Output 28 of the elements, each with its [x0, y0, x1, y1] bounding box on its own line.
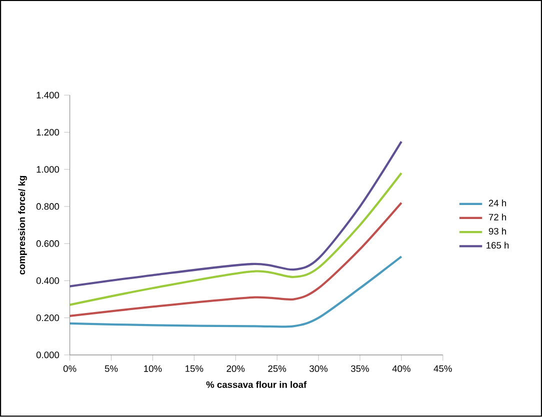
x-tick-label: 15% — [186, 365, 204, 372]
line-series — [70, 172, 402, 306]
y-tick-label: 1.400 — [36, 92, 60, 99]
line-series — [70, 256, 402, 328]
x-tick-label: 30% — [310, 365, 328, 372]
x-tick-label: 35% — [350, 365, 369, 372]
y-tick-label: 0.600 — [36, 240, 60, 248]
y-axis-title: compression force/ kg — [18, 176, 27, 275]
legend-label: 93 h — [488, 228, 506, 235]
legend-label: 24 h — [488, 200, 506, 206]
x-tick-label: 0% — [63, 365, 76, 372]
legend-label: 72 h — [488, 214, 506, 220]
y-tick-label: 0.400 — [36, 278, 60, 284]
y-tick-label: 0.000 — [36, 352, 60, 358]
x-tick-label: 45% — [434, 365, 452, 372]
x-tick-label: 20% — [226, 365, 245, 372]
x-tick-label: 10% — [144, 365, 162, 372]
y-tick-label: 1.200 — [36, 129, 60, 136]
line-series — [70, 202, 402, 318]
y-tick-label: 1.000 — [36, 166, 60, 173]
x-tick-label: 25% — [268, 365, 286, 372]
x-tick-label: 40% — [392, 365, 410, 372]
y-tick-label: 0.800 — [36, 203, 60, 210]
x-axis-title: % cassava flour in loaf — [206, 381, 307, 388]
x-tick-label: 5% — [104, 365, 118, 372]
line-series — [70, 140, 402, 288]
y-tick-label: 0.200 — [36, 314, 60, 322]
legend-label: 165 h — [486, 242, 509, 249]
